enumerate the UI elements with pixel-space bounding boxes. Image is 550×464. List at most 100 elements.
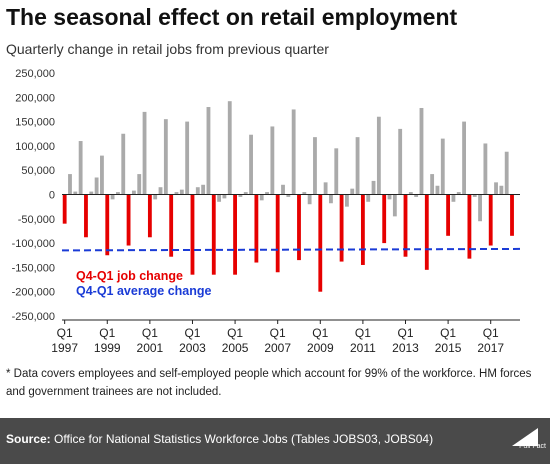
q1-bar [254,194,259,263]
other-quarter-bar [131,190,136,195]
other-quarter-bar [435,185,440,195]
other-quarter-bar [456,192,461,195]
q1-bar [510,194,514,236]
other-quarter-bar [89,191,94,195]
other-quarter-bar [286,194,291,197]
y-tick-label: -250,000 [12,311,55,323]
footnote: * Data covers employees and self-employe… [6,368,532,398]
other-quarter-bar [68,174,72,195]
q1-bar [105,194,110,256]
other-quarter-bar [398,128,403,195]
x-tick-label-year: 2013 [392,341,419,355]
x-tick-label-quarter: Q1 [227,326,243,340]
q1-bar [360,194,365,265]
y-tick-label: -150,000 [12,262,55,274]
x-tick-label-year: 2009 [307,341,334,355]
y-tick-label: -100,000 [12,238,55,250]
logo-text: Full Fact [519,443,546,450]
q1-bar [446,194,451,236]
other-quarter-bar [179,189,184,195]
x-tick-label-year: 1999 [94,341,121,355]
other-quarter-bar [345,194,349,207]
other-quarter-bar [392,194,397,217]
other-quarter-bar [249,134,253,195]
y-tick-label: 150,000 [15,117,55,129]
x-tick-label-quarter: Q1 [57,326,73,340]
other-quarter-bar [259,194,264,201]
other-quarter-bar [366,194,371,202]
x-tick-label-year: 2005 [222,341,249,355]
q1-bar [147,194,152,238]
other-quarter-bar [323,182,328,195]
x-tick-label-year: 2001 [137,341,164,355]
source-line: Source: Office for National Statistics W… [6,432,433,446]
other-quarter-bar [116,192,120,195]
other-quarter-bar [265,192,269,195]
other-quarter-bar [94,177,99,195]
bars [62,101,514,292]
other-quarter-bar [483,143,488,195]
q1-bar [169,194,174,257]
other-quarter-bar [494,182,498,195]
other-quarter-bar [355,137,360,195]
x-tick-label-quarter: Q1 [397,326,413,340]
other-quarter-bar [376,116,381,195]
q1-bar [382,194,387,244]
other-quarter-bar [73,191,78,195]
other-quarter-bar [163,119,168,195]
y-tick-label: 100,000 [15,141,55,153]
other-quarter-bar [217,194,222,202]
x-tick-label-quarter: Q1 [142,326,158,340]
y-tick-label: 250,000 [15,68,55,80]
x-tick-label-quarter: Q1 [99,326,115,340]
y-axis: 250,000 200,000 150,000 100,000 50,000 0 -50,0… [12,68,55,323]
chart: 250,000 200,000 150,000 100,000 50,000 0 -50,0… [12,68,521,355]
other-quarter-bar [419,107,424,195]
other-quarter-bar [504,151,509,195]
other-quarter-bar [206,107,211,195]
source-text: Office for National Statistics Workforce… [54,432,434,446]
q1-bar [275,194,280,273]
chart-subtitle: Quarterly change in retail jobs from pre… [6,41,329,57]
other-quarter-bar [281,184,285,195]
q1-bar [403,194,408,257]
x-tick-label-year: 2015 [435,341,462,355]
full-fact-logo-icon [512,428,538,446]
other-quarter-bar [462,121,466,195]
other-quarter-bar [110,194,115,200]
source-label: Source: [6,432,51,446]
other-quarter-bar [121,133,126,195]
x-tick-label-quarter: Q1 [483,326,499,340]
x-tick-label-quarter: Q1 [270,326,286,340]
other-quarter-bar [238,194,243,197]
q1-bar [211,194,216,275]
footer: Source: Office for National Statistics W… [0,418,550,464]
other-quarter-bar [201,184,206,195]
other-quarter-bar [243,192,248,195]
other-quarter-bar [499,185,504,195]
other-quarter-bar [291,109,296,195]
y-tick-label: 50,000 [21,165,55,177]
other-quarter-bar [387,194,392,200]
other-quarter-bar [195,187,200,195]
x-tick-label-quarter: Q1 [184,326,200,340]
x-tick-label-year: 2007 [264,341,291,355]
q1-bar [297,194,301,261]
other-quarter-bar [227,101,232,195]
other-quarter-bar [440,138,445,195]
other-quarter-bar [222,194,227,199]
other-quarter-bar [472,194,477,197]
other-quarter-bar [153,194,158,200]
other-quarter-bar [142,111,147,195]
other-quarter-bar [158,187,163,195]
other-quarter-bar [371,180,376,195]
q1-bar [467,194,472,259]
average-line-group [61,247,521,252]
q1-bar [318,194,323,292]
x-tick-label-quarter: Q1 [440,326,456,340]
q1-bar [233,194,237,275]
legend-item: Q4-Q1 job change [76,269,183,283]
x-axis: Q11997Q11999Q12001Q12003Q12005Q12007Q120… [51,194,520,355]
other-quarter-bar [307,194,312,205]
